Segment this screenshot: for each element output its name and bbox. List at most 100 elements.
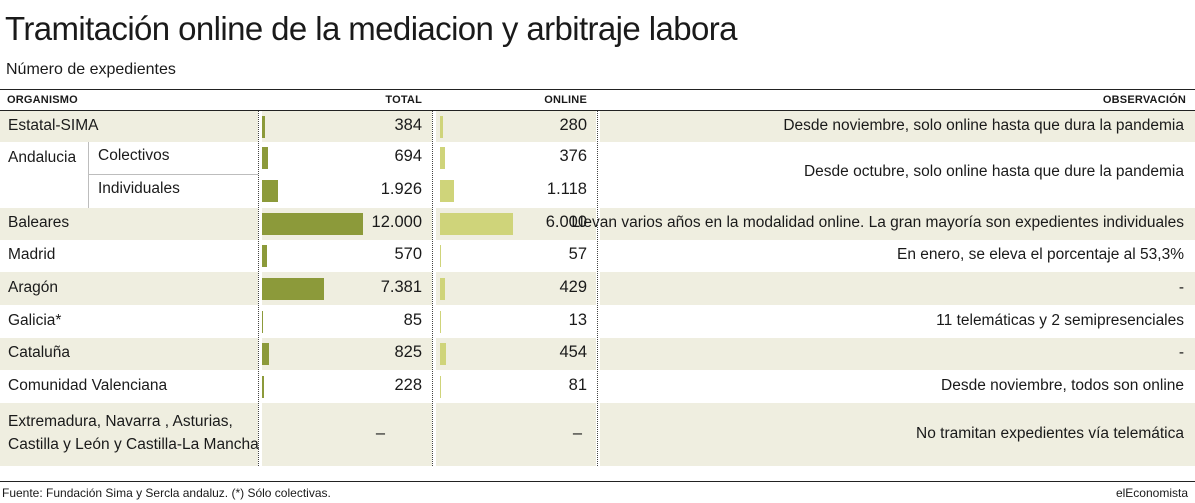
organismo-label: Castilla y León y Castilla-La Mancha (8, 436, 259, 453)
online-bar (440, 376, 441, 398)
row-band (262, 338, 432, 370)
table-row: Cataluña 825 454 - (0, 338, 1195, 370)
subcategory-label: Colectivos (98, 147, 170, 164)
table-row: Galicia* 85 13 11 telemáticas y 2 semiprese… (0, 305, 1195, 338)
header-observacion: OBSERVACIÓN (1102, 94, 1186, 106)
table-row: Madrid 570 57 En enero, se eleva el porcent… (0, 240, 1195, 272)
total-value: 85 (403, 311, 422, 329)
chart-title: Tramitación online de la mediacion y arb… (5, 10, 737, 47)
organismo-label: Baleares (8, 214, 70, 231)
header-organismo: ORGANISMO (7, 94, 78, 106)
row-band (0, 272, 258, 305)
table-row: Extremadura, Navarra , Asturias, Castilla… (0, 403, 1195, 466)
observacion-text: En enero, se eleva el porcentaje al 53,3… (897, 246, 1184, 263)
online-bar (440, 116, 444, 138)
subgroup-divider (88, 142, 89, 208)
total-bar (262, 343, 269, 365)
online-value: 13 (568, 311, 587, 329)
observacion-text: Desde noviembre, solo online hasta que d… (783, 117, 1184, 134)
online-value: – (572, 424, 582, 442)
online-value: 454 (559, 343, 587, 361)
total-value: 825 (394, 343, 422, 361)
total-value: 384 (394, 116, 422, 134)
row-band (600, 403, 1195, 466)
online-bar (440, 343, 446, 365)
online-bar (440, 213, 513, 235)
online-bar (440, 278, 446, 300)
organismo-label: Galicia* (8, 312, 62, 329)
row-separator (88, 174, 258, 175)
total-value: 570 (394, 245, 422, 263)
total-bar (262, 180, 279, 202)
table-row: Baleares 12.000 6.000 Llevan varios años en… (0, 208, 1195, 240)
row-band (600, 338, 1195, 370)
row-band (0, 208, 258, 240)
table-row: Comunidad Valenciana 228 81 Desde noviembre… (0, 370, 1195, 403)
subcategory-label: Individuales (98, 180, 180, 197)
source-note: Fuente: Fundación Sima y Sercla andaluz.… (2, 486, 331, 500)
online-value: 6.000 (545, 213, 587, 231)
online-value: 429 (559, 278, 587, 296)
column-divider (432, 111, 433, 466)
row-band (436, 338, 596, 370)
column-divider (258, 111, 259, 466)
online-value: 1.118 (546, 180, 587, 198)
organismo-label: Cataluña (8, 344, 71, 361)
header-online: ONLINE (544, 94, 587, 106)
brand-logo-text: elEconomista (1115, 486, 1188, 500)
column-divider (597, 111, 598, 466)
header-total: TOTAL (385, 94, 422, 106)
row-band (0, 403, 258, 466)
observacion-text: 11 telemáticas y 2 semipresenciales (936, 312, 1184, 329)
total-bar (262, 213, 363, 235)
row-band (0, 111, 258, 142)
observacion-text: Desde noviembre, todos son online (941, 377, 1184, 394)
total-value: 228 (394, 376, 422, 394)
total-bar (262, 311, 263, 333)
online-value: 81 (568, 376, 587, 394)
footer-rule (0, 481, 1195, 482)
online-value: 57 (568, 245, 587, 263)
organismo-label: Aragón (8, 279, 58, 296)
row-band (600, 208, 1195, 240)
observacion-text: - (1178, 344, 1184, 361)
total-bar (262, 278, 325, 300)
total-value: 1.926 (380, 180, 422, 198)
observacion-text: Desde octubre, solo online hasta que dur… (803, 163, 1184, 180)
online-bar (440, 180, 454, 202)
total-value: 12.000 (371, 213, 422, 231)
chart-subtitle: Número de expedientes (6, 61, 176, 78)
row-band (436, 403, 596, 466)
row-band (0, 338, 258, 370)
row-band (600, 111, 1195, 142)
total-bar (262, 116, 266, 138)
organismo-label: Andalucia (8, 149, 77, 166)
organismo-label: Estatal-SIMA (8, 117, 99, 134)
online-value: 280 (559, 116, 587, 134)
total-value: 7.381 (380, 278, 422, 296)
observacion-text: - (1178, 279, 1184, 296)
total-value: 694 (394, 147, 422, 165)
observacion-text: Llevan varios años en la modalidad onlin… (571, 214, 1184, 231)
table-row: Estatal-SIMA 384 280 Desde noviembre, solo … (0, 111, 1195, 142)
total-bar (262, 147, 268, 169)
online-bar (440, 311, 441, 333)
table-row: Individuales 1.926 1.118 (0, 174, 1195, 208)
table-header: ORGANISMO TOTAL ONLINE OBSERVACIÓN (0, 89, 1195, 111)
row-band (262, 111, 432, 142)
total-value: – (375, 424, 385, 442)
table-row: Aragón 7.381 429 - (0, 272, 1195, 305)
organismo-label: Madrid (8, 246, 56, 263)
online-bar (440, 245, 441, 267)
organismo-label: Extremadura, Navarra , Asturias, (8, 413, 233, 430)
row-band (436, 111, 596, 142)
row-band (436, 272, 596, 305)
observacion-text: No tramitan expedientes vía telemática (916, 425, 1184, 442)
online-value: 376 (559, 147, 587, 165)
online-bar (440, 147, 445, 169)
table-row: Andalucia Colectivos 694 376 Desde octubre, … (0, 142, 1195, 180)
row-band (600, 272, 1195, 305)
row-band (262, 403, 432, 466)
total-bar (262, 376, 264, 398)
total-bar (262, 245, 267, 267)
